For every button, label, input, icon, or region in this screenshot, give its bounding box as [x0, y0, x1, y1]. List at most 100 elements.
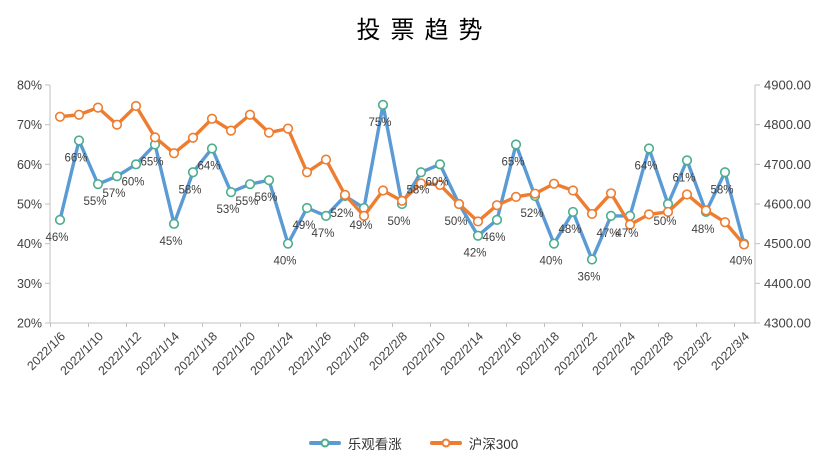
data-point-marker	[415, 167, 427, 178]
data-label: 60%	[121, 176, 144, 188]
data-label: 56%	[254, 192, 277, 204]
data-point-marker	[54, 111, 66, 122]
left-axis-label: 20%	[17, 317, 42, 331]
left-axis-label: 60%	[17, 158, 42, 172]
data-label: 58%	[406, 184, 429, 196]
data-point-marker	[263, 127, 275, 138]
data-point-marker	[700, 205, 712, 216]
data-point-marker	[92, 179, 104, 190]
data-label: 53%	[216, 204, 239, 216]
data-point-marker	[111, 119, 123, 130]
legend-label: 乐观看涨	[347, 437, 402, 452]
right-axis-label: 4700.00	[764, 157, 811, 172]
right-axis-label: 4300.00	[764, 316, 811, 331]
right-axis-label: 4600.00	[764, 197, 811, 212]
data-point-marker	[510, 139, 522, 150]
data-label: 46%	[45, 232, 68, 244]
data-point-marker	[738, 239, 750, 250]
data-label: 58%	[178, 184, 201, 196]
data-point-marker	[168, 218, 180, 229]
data-label: 75%	[368, 117, 391, 129]
data-label: 50%	[444, 216, 467, 228]
data-point-marker	[719, 167, 731, 178]
data-point-marker	[605, 210, 617, 221]
data-label: 57%	[102, 188, 125, 200]
data-label: 52%	[520, 208, 543, 220]
data-point-marker	[643, 209, 655, 220]
data-point-marker	[529, 188, 541, 199]
data-point-marker	[662, 206, 674, 218]
data-point-marker	[681, 155, 693, 166]
data-label: 40%	[539, 256, 562, 268]
legend-item-沪深300[interactable]: 沪深300	[429, 433, 518, 453]
data-label: 45%	[159, 236, 182, 248]
data-point-marker	[491, 214, 503, 225]
data-point-marker	[282, 238, 294, 249]
data-point-marker	[453, 198, 465, 210]
data-label: 46%	[482, 232, 505, 244]
data-point-marker	[434, 179, 446, 191]
data-point-marker	[168, 148, 180, 159]
data-point-marker	[301, 202, 313, 214]
data-point-marker	[206, 143, 218, 154]
left-axis-label: 70%	[17, 118, 42, 132]
data-point-marker	[339, 189, 351, 200]
data-point-marker	[92, 102, 104, 113]
left-axis-label: 50%	[17, 198, 42, 212]
data-label: 61%	[672, 172, 695, 184]
data-point-marker	[396, 195, 408, 206]
data-point-marker	[681, 189, 693, 200]
data-point-marker	[491, 200, 503, 211]
data-point-marker	[244, 109, 256, 120]
data-label: 47%	[596, 228, 619, 240]
data-point-marker	[320, 210, 332, 221]
data-label: 50%	[653, 216, 676, 228]
left-axis-label: 30%	[17, 277, 42, 291]
data-label: 65%	[501, 157, 524, 169]
data-point-marker	[377, 99, 389, 110]
data-point-marker	[263, 175, 275, 186]
data-point-marker	[643, 143, 655, 154]
data-point-marker	[719, 217, 731, 228]
data-point-marker	[586, 254, 598, 265]
data-point-marker	[377, 185, 389, 196]
right-axis-label: 4800.00	[764, 117, 811, 132]
data-point-marker	[282, 123, 294, 134]
data-label: 47%	[615, 228, 638, 240]
data-point-marker	[548, 238, 560, 249]
right-axis-label: 4500.00	[764, 236, 811, 251]
data-point-marker	[130, 159, 142, 170]
data-point-marker	[472, 216, 484, 227]
chart-legend: 乐观看涨 沪深300	[0, 433, 827, 453]
data-point-marker	[472, 230, 484, 241]
data-point-marker	[187, 167, 199, 178]
data-point-marker	[605, 188, 617, 199]
data-label: 64%	[634, 160, 657, 172]
data-label: 36%	[577, 272, 600, 284]
data-label: 42%	[463, 248, 486, 260]
legend-marker-icon	[308, 438, 341, 448]
data-point-marker	[73, 109, 85, 120]
data-label: 49%	[349, 220, 372, 232]
legend-item-乐观看涨[interactable]: 乐观看涨	[308, 433, 402, 453]
data-point-marker	[301, 167, 313, 178]
data-point-marker	[624, 219, 636, 230]
data-label: 40%	[729, 256, 752, 268]
chart-title: 投票趋势	[356, 16, 493, 44]
data-point-marker	[434, 159, 446, 170]
data-label: 47%	[311, 228, 334, 240]
data-point-marker	[206, 113, 218, 124]
data-point-marker	[73, 135, 85, 146]
data-point-marker	[225, 125, 237, 136]
data-label: 64%	[197, 160, 220, 172]
data-point-marker	[149, 132, 161, 143]
data-point-marker	[187, 132, 199, 143]
data-point-marker	[244, 179, 256, 190]
data-point-marker	[567, 206, 579, 218]
data-label: 60%	[425, 176, 448, 188]
data-label: 40%	[273, 256, 296, 268]
left-axis-label: 40%	[17, 237, 42, 251]
data-label: 50%	[387, 216, 410, 228]
